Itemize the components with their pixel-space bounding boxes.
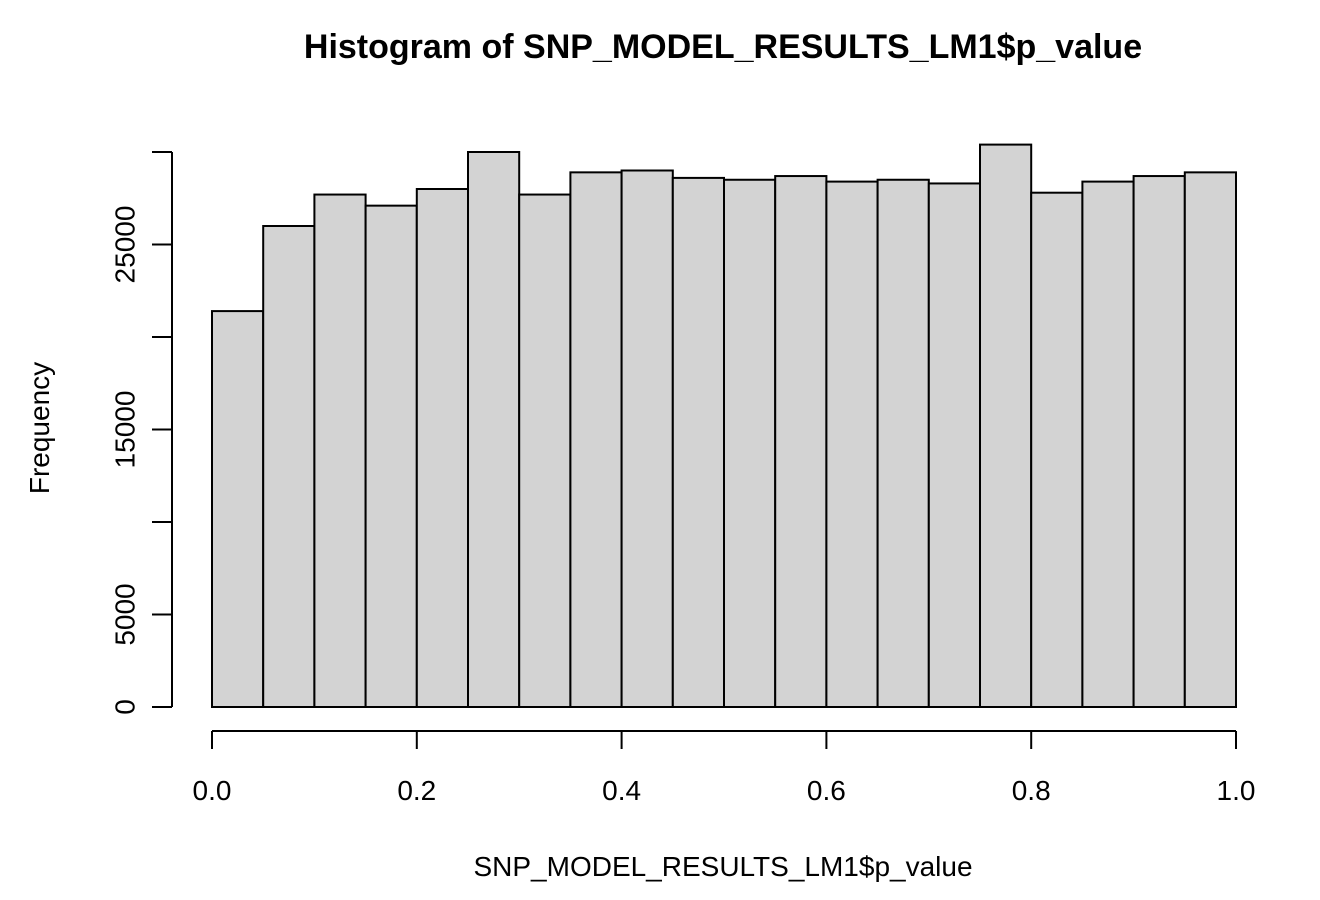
y-tick-label: 5000 <box>109 583 140 645</box>
histogram-bar <box>671 176 725 708</box>
histogram-bar <box>979 143 1033 709</box>
y-axis: 0 5000 15000 25000 <box>109 151 173 715</box>
x-tick-label: 0.0 <box>193 775 232 806</box>
histogram-bar <box>927 182 981 708</box>
y-tick-label: 25000 <box>109 206 140 284</box>
histogram-bar <box>723 178 777 708</box>
x-tick-label: 0.8 <box>1012 775 1051 806</box>
histogram-bar <box>1132 175 1186 709</box>
histogram-bar <box>569 171 623 709</box>
x-tick-label: 0.2 <box>397 775 436 806</box>
histogram-bar <box>1081 180 1135 709</box>
histogram-bar <box>876 178 930 708</box>
histogram-bar <box>1030 191 1084 708</box>
histogram-bar <box>774 175 828 709</box>
histogram-bar <box>211 310 265 708</box>
x-tick-label: 0.4 <box>602 775 641 806</box>
bars-group <box>211 143 1238 709</box>
histogram-bar <box>364 204 418 708</box>
histogram-bar <box>467 151 521 708</box>
y-axis-label: Frequency <box>24 362 55 494</box>
histogram-bar <box>415 188 469 708</box>
histogram-bar <box>825 180 879 709</box>
histogram-bar <box>518 193 572 709</box>
y-tick-label: 15000 <box>109 391 140 469</box>
x-axis: 0.0 0.2 0.4 0.6 0.8 1.0 <box>193 730 1256 806</box>
histogram-bar <box>620 169 674 708</box>
histogram-bar <box>262 225 316 708</box>
x-tick-label: 0.6 <box>807 775 846 806</box>
histogram-bar <box>313 193 367 709</box>
x-tick-label: 1.0 <box>1217 775 1256 806</box>
y-tick-label: 0 <box>109 699 140 715</box>
chart-title: Histogram of SNP_MODEL_RESULTS_LM1$p_val… <box>304 28 1142 66</box>
histogram-bar <box>1183 171 1238 709</box>
x-axis-label: SNP_MODEL_RESULTS_LM1$p_value <box>473 851 972 882</box>
